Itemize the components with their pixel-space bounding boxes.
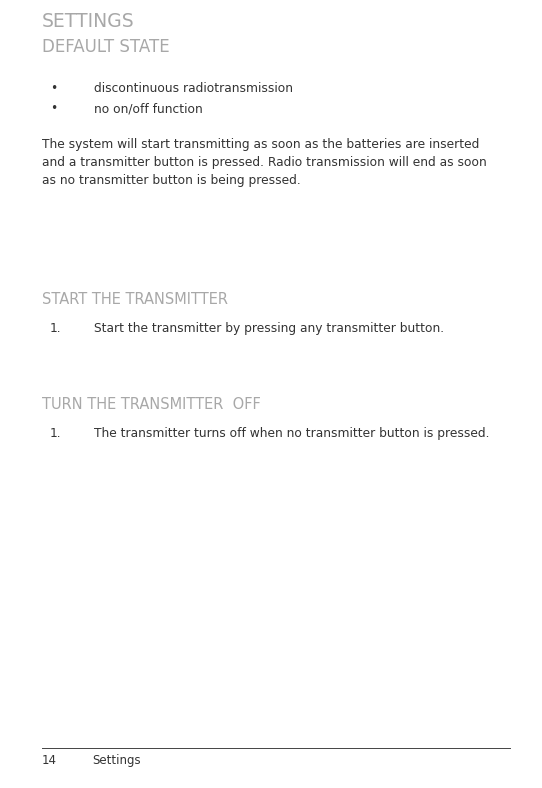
Text: The system will start transmitting as soon as the batteries are inserted: The system will start transmitting as so…	[42, 138, 479, 151]
Text: SETTINGS: SETTINGS	[42, 12, 134, 31]
Text: START THE TRANSMITTER: START THE TRANSMITTER	[42, 292, 228, 307]
Text: 1.: 1.	[50, 322, 62, 335]
Text: The transmitter turns off when no transmitter button is pressed.: The transmitter turns off when no transm…	[94, 427, 489, 440]
Text: 14: 14	[42, 754, 57, 767]
Text: Settings: Settings	[92, 754, 140, 767]
Text: TURN THE TRANSMITTER  OFF: TURN THE TRANSMITTER OFF	[42, 397, 261, 412]
Text: DEFAULT STATE: DEFAULT STATE	[42, 38, 170, 56]
Text: •: •	[50, 82, 57, 95]
Text: 1.: 1.	[50, 427, 62, 440]
Text: as no transmitter button is being pressed.: as no transmitter button is being presse…	[42, 174, 301, 187]
Text: and a transmitter button is pressed. Radio transmission will end as soon: and a transmitter button is pressed. Rad…	[42, 156, 487, 169]
Text: Start the transmitter by pressing any transmitter button.: Start the transmitter by pressing any tr…	[94, 322, 444, 335]
Text: discontinuous radiotransmission: discontinuous radiotransmission	[94, 82, 293, 95]
Text: •: •	[50, 102, 57, 115]
Text: no on/off function: no on/off function	[94, 102, 203, 115]
